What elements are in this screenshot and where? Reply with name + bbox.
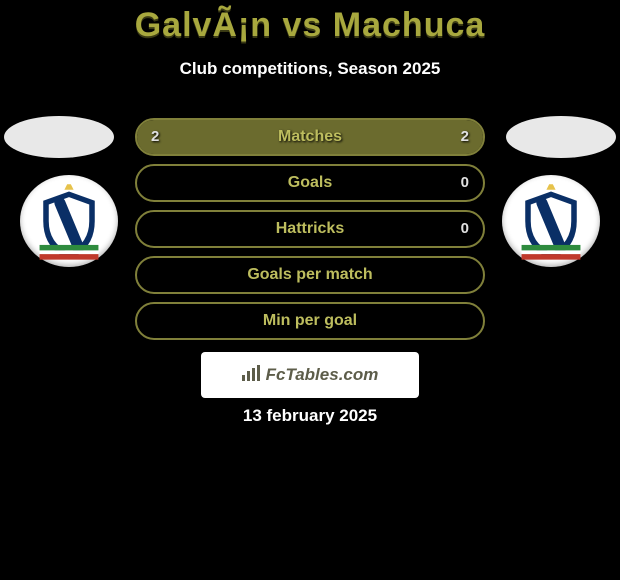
bars-icon (242, 353, 262, 399)
stat-row-matches: 2 Matches 2 (135, 118, 485, 156)
stat-row-goals: Goals 0 (135, 164, 485, 202)
player-flag-left (4, 116, 114, 158)
club-crest-left (20, 175, 118, 267)
watermark: FcTables.com (201, 352, 419, 398)
stat-value-right: 0 (461, 212, 469, 246)
stat-row-hattricks: Hattricks 0 (135, 210, 485, 248)
stat-row-goals-per-match: Goals per match (135, 256, 485, 294)
stat-label: Matches (137, 120, 483, 154)
club-crest-right (502, 175, 600, 267)
stats-column: 2 Matches 2 Goals 0 Hattricks 0 Goals pe… (135, 118, 485, 348)
stat-label: Goals (137, 166, 483, 200)
stat-value-right: 0 (461, 166, 469, 200)
shield-icon (20, 175, 118, 267)
stat-label: Goals per match (137, 258, 483, 292)
stat-value-right: 2 (461, 120, 469, 154)
stat-row-min-per-goal: Min per goal (135, 302, 485, 340)
stat-label: Hattricks (137, 212, 483, 246)
date: 13 february 2025 (0, 406, 620, 426)
page-subtitle: Club competitions, Season 2025 (0, 59, 620, 79)
shield-icon (502, 175, 600, 267)
stat-label: Min per goal (137, 304, 483, 338)
page-title: GalvÃ¡n vs Machuca (0, 0, 620, 45)
watermark-text: FcTables.com (266, 365, 379, 384)
player-flag-right (506, 116, 616, 158)
